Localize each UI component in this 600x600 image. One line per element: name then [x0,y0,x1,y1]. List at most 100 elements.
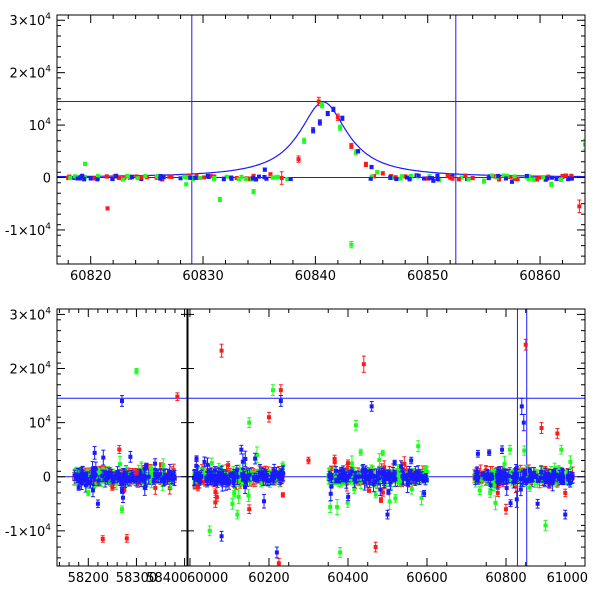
data-point [264,176,269,181]
marker [549,175,554,180]
marker [311,128,316,133]
data-point [316,96,321,107]
data-point [95,499,100,509]
marker [554,177,559,182]
marker [79,473,84,478]
marker [245,476,250,481]
data-point [456,177,461,182]
marker [268,478,273,483]
marker [149,471,154,476]
marker [558,177,563,182]
marker [214,470,219,475]
marker [154,473,159,478]
data-point [512,174,517,179]
marker [470,176,475,181]
data-point [564,173,569,178]
marker [256,174,261,179]
marker [247,472,252,477]
marker [509,179,514,184]
data-point [209,467,214,483]
marker [531,177,536,182]
data-point [217,196,222,203]
data-point [153,458,158,470]
data-point [159,477,164,484]
data-point [279,171,284,185]
marker [178,176,183,181]
marker [124,474,129,479]
plot-frame [56,14,586,265]
marker [566,177,571,182]
marker [229,176,234,181]
data-point [236,489,241,505]
marker [83,483,88,488]
marker [234,468,239,473]
data-point [416,173,421,178]
marker [329,466,334,471]
marker [195,471,200,476]
marker [88,480,93,485]
marker [277,475,282,480]
marker [205,462,210,467]
marker [388,175,393,180]
marker [416,173,421,178]
data-point [277,471,282,484]
data-point [79,466,84,484]
marker [212,175,217,180]
data-point [85,479,90,486]
data-point [445,173,450,179]
marker [100,536,105,541]
data-point [81,469,86,486]
data-point [262,167,267,172]
marker [75,473,80,478]
marker [167,174,172,179]
data-point [75,468,80,484]
marker [219,471,224,476]
data-point [558,177,563,182]
marker [104,174,109,179]
data-point [205,457,210,473]
marker [285,177,290,182]
data-point [96,173,101,178]
data-point [212,175,217,180]
marker [344,481,349,486]
y-tick-label: 2×104 [10,65,52,82]
marker [317,120,322,125]
marker [129,174,134,179]
marker [231,479,236,484]
marker [213,500,218,505]
marker [76,485,81,490]
marker [279,176,284,181]
data-point [148,465,153,472]
data-point [244,176,249,182]
marker [188,173,193,178]
marker [92,450,97,455]
data-point [340,115,345,121]
data-point [331,106,336,112]
marker [201,470,206,475]
data-point [223,475,228,491]
marker [143,484,148,489]
data-point [463,173,468,178]
marker [270,175,275,180]
data-point [275,174,280,179]
marker [208,174,213,179]
x-tick-label: 60860 [519,269,560,284]
data-point [215,474,220,488]
marker [569,176,574,181]
marker [398,176,403,181]
marker [194,463,199,468]
data-point [311,127,316,134]
marker [226,463,231,468]
y-tick-exponent: 4 [45,117,51,127]
marker [135,474,140,479]
marker [448,175,453,180]
data-point [349,142,354,150]
data-point [86,489,91,497]
marker [79,174,84,179]
marker [224,174,229,179]
data-point [296,155,301,163]
marker [247,176,252,181]
marker [137,474,142,479]
series-red [66,96,582,214]
data-point [363,161,368,167]
